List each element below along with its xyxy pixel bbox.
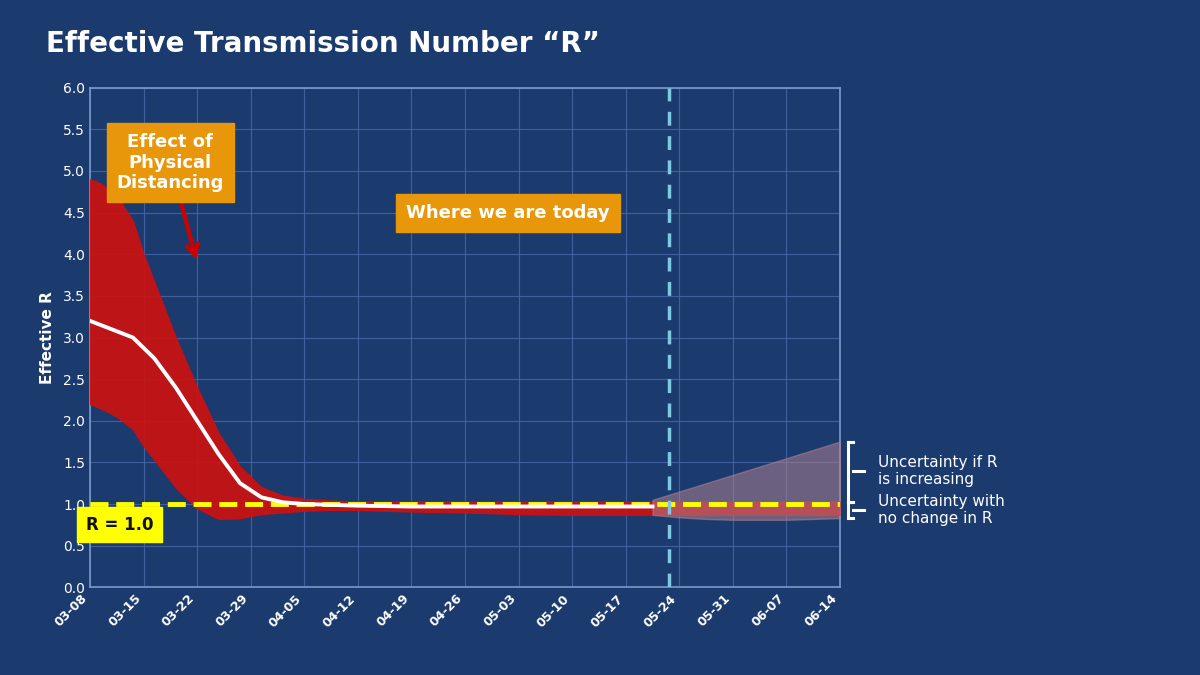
Text: Uncertainty if R
is increasing: Uncertainty if R is increasing <box>877 454 997 487</box>
Text: Where we are today: Where we are today <box>406 204 610 221</box>
Text: Uncertainty with
no change in R: Uncertainty with no change in R <box>877 493 1004 526</box>
Text: Effective Transmission Number “R”: Effective Transmission Number “R” <box>46 30 600 58</box>
Text: R = 1.0: R = 1.0 <box>85 516 154 534</box>
Y-axis label: Effective R: Effective R <box>40 291 55 384</box>
Text: Effect of
Physical
Distancing: Effect of Physical Distancing <box>116 133 224 255</box>
